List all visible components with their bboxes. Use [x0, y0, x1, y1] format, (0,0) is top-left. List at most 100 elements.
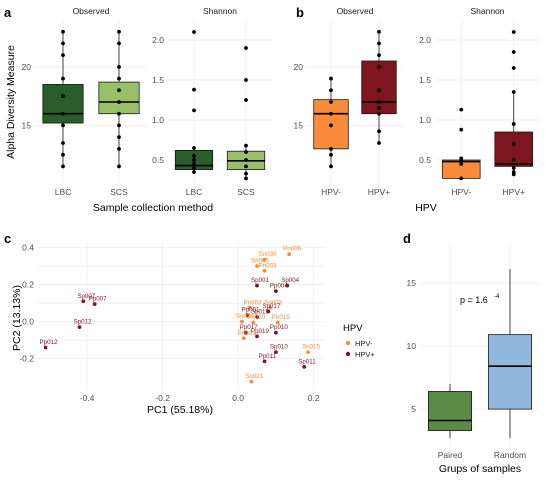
a-observed-facet-title: Observed — [73, 6, 110, 16]
a-shannon-xtick-label: LBC — [186, 187, 203, 197]
d-pvalue-exponent: -4 — [494, 294, 500, 300]
c-point — [249, 379, 254, 384]
c-point — [77, 325, 82, 330]
c-ylabel: PC2 (13.13%) — [11, 285, 23, 351]
a-shannon-point — [244, 46, 248, 50]
c-point-label: Pn003 — [243, 299, 261, 306]
b-observed-point — [377, 129, 381, 134]
b-observed-point — [377, 141, 381, 145]
c-point — [274, 350, 278, 355]
c-point — [251, 320, 256, 325]
c-xlabel: PC1 (55.18%) — [147, 404, 213, 416]
a-shannon-ytick-label: 1.0 — [152, 115, 164, 125]
a-observed-point — [117, 123, 121, 128]
panel-label-c: c — [4, 231, 11, 246]
b-shannon-point — [459, 162, 464, 166]
a-shannon-point — [192, 87, 196, 92]
a-observed-point — [61, 141, 65, 145]
a-observed-point — [117, 29, 121, 34]
b-observed-ytick-label: 20 — [294, 62, 304, 72]
a-observed-point — [117, 164, 121, 169]
d-xtick-label: Paired — [438, 450, 463, 460]
c-point-label: Pp019 — [251, 328, 269, 335]
c-point-label: Pp012 — [40, 339, 58, 346]
c-point — [245, 313, 250, 318]
a-observed-point — [117, 100, 121, 104]
a-observed-point — [117, 111, 121, 116]
b-observed-point — [377, 64, 381, 69]
c-point-label: Pn020 — [247, 314, 265, 321]
a-shannon-point — [244, 158, 248, 162]
c-point-label: Sn021 — [245, 373, 263, 380]
b-observed-point — [329, 111, 333, 116]
d-box-random — [487, 334, 532, 410]
a-shannon-point — [192, 30, 196, 34]
a-shannon-ytick-label: 2.0 — [152, 35, 164, 45]
c-point — [81, 299, 86, 304]
b-shannon-point — [511, 50, 516, 54]
panel-label-b: b — [296, 5, 304, 20]
b-observed-point — [377, 100, 381, 104]
a-shannon-point — [244, 176, 248, 181]
b-shannon-point — [511, 122, 516, 126]
c-point-label: Pn006 — [283, 246, 301, 253]
c-point-label: Sn003 — [264, 299, 282, 306]
b-shannon-point — [459, 127, 464, 132]
c-legend-title: HPV — [343, 323, 363, 334]
a-xlabel: Sample collection method — [93, 202, 213, 214]
c-point — [302, 364, 307, 369]
d-box-paired — [427, 391, 472, 431]
a-shannon-facet-title: Shannon — [203, 6, 237, 16]
a-observed-point — [61, 41, 65, 46]
c-point — [306, 350, 310, 355]
c-point-label: Sp004 — [281, 277, 299, 284]
b-observed-xtick-label: HPV- — [321, 187, 341, 197]
b-observed-point — [377, 41, 381, 46]
a-shannon-point — [192, 108, 196, 113]
c-point-label: Pp001 — [242, 307, 260, 314]
c-point-label: Pp007 — [89, 296, 107, 303]
c-ytick-label: 0.0 — [22, 317, 34, 327]
a-observed-xtick-label: LBC — [55, 187, 72, 197]
a-observed-point — [61, 111, 65, 116]
a-shannon-point — [244, 164, 248, 169]
a-shannon-point — [192, 170, 196, 174]
b-observed-xtick-label: HPV+ — [368, 187, 390, 197]
a-ylabel: Alpha Diversity Measure — [5, 45, 17, 159]
c-point — [268, 305, 273, 310]
a-observed-point — [117, 41, 121, 46]
b-shannon-point — [459, 158, 464, 163]
c-point — [274, 330, 278, 335]
c-point — [255, 264, 259, 269]
a-shannon-point — [244, 98, 248, 102]
c-point — [241, 336, 246, 341]
b-observed-box-hpv+ — [361, 60, 397, 115]
c-legend-swatch — [345, 351, 351, 357]
c-point — [43, 345, 48, 350]
c-point-label: Sp007 — [77, 293, 95, 300]
c-xtick-label: 0.0 — [232, 393, 244, 403]
c-point-label: Sp010 — [270, 344, 288, 351]
panel-label-a: a — [4, 5, 12, 20]
b-shannon-point — [459, 107, 464, 112]
b-observed-point — [329, 88, 333, 93]
c-legend-label: HPV+ — [355, 350, 375, 359]
b-shannon-xtick-label: HPV+ — [503, 187, 525, 197]
a-observed-point — [61, 123, 65, 128]
c-point — [240, 319, 244, 324]
d-ytick-label: 15 — [407, 278, 417, 288]
c-point — [262, 257, 267, 262]
b-shannon-ytick-label: 1.5 — [419, 75, 431, 85]
c-point — [255, 283, 259, 288]
c-point-label: Pp011 — [259, 353, 277, 360]
a-shannon-point — [244, 143, 248, 148]
c-legend-swatch — [345, 340, 351, 346]
b-observed-point — [329, 152, 333, 157]
a-shannon-point — [244, 150, 248, 154]
c-xtick-label: 0.2 — [308, 393, 320, 403]
c-point-label: Pp017 — [240, 324, 258, 331]
b-observed-point — [329, 164, 333, 169]
b-observed-point — [329, 123, 333, 128]
c-point-label: Pp004 — [270, 283, 288, 290]
